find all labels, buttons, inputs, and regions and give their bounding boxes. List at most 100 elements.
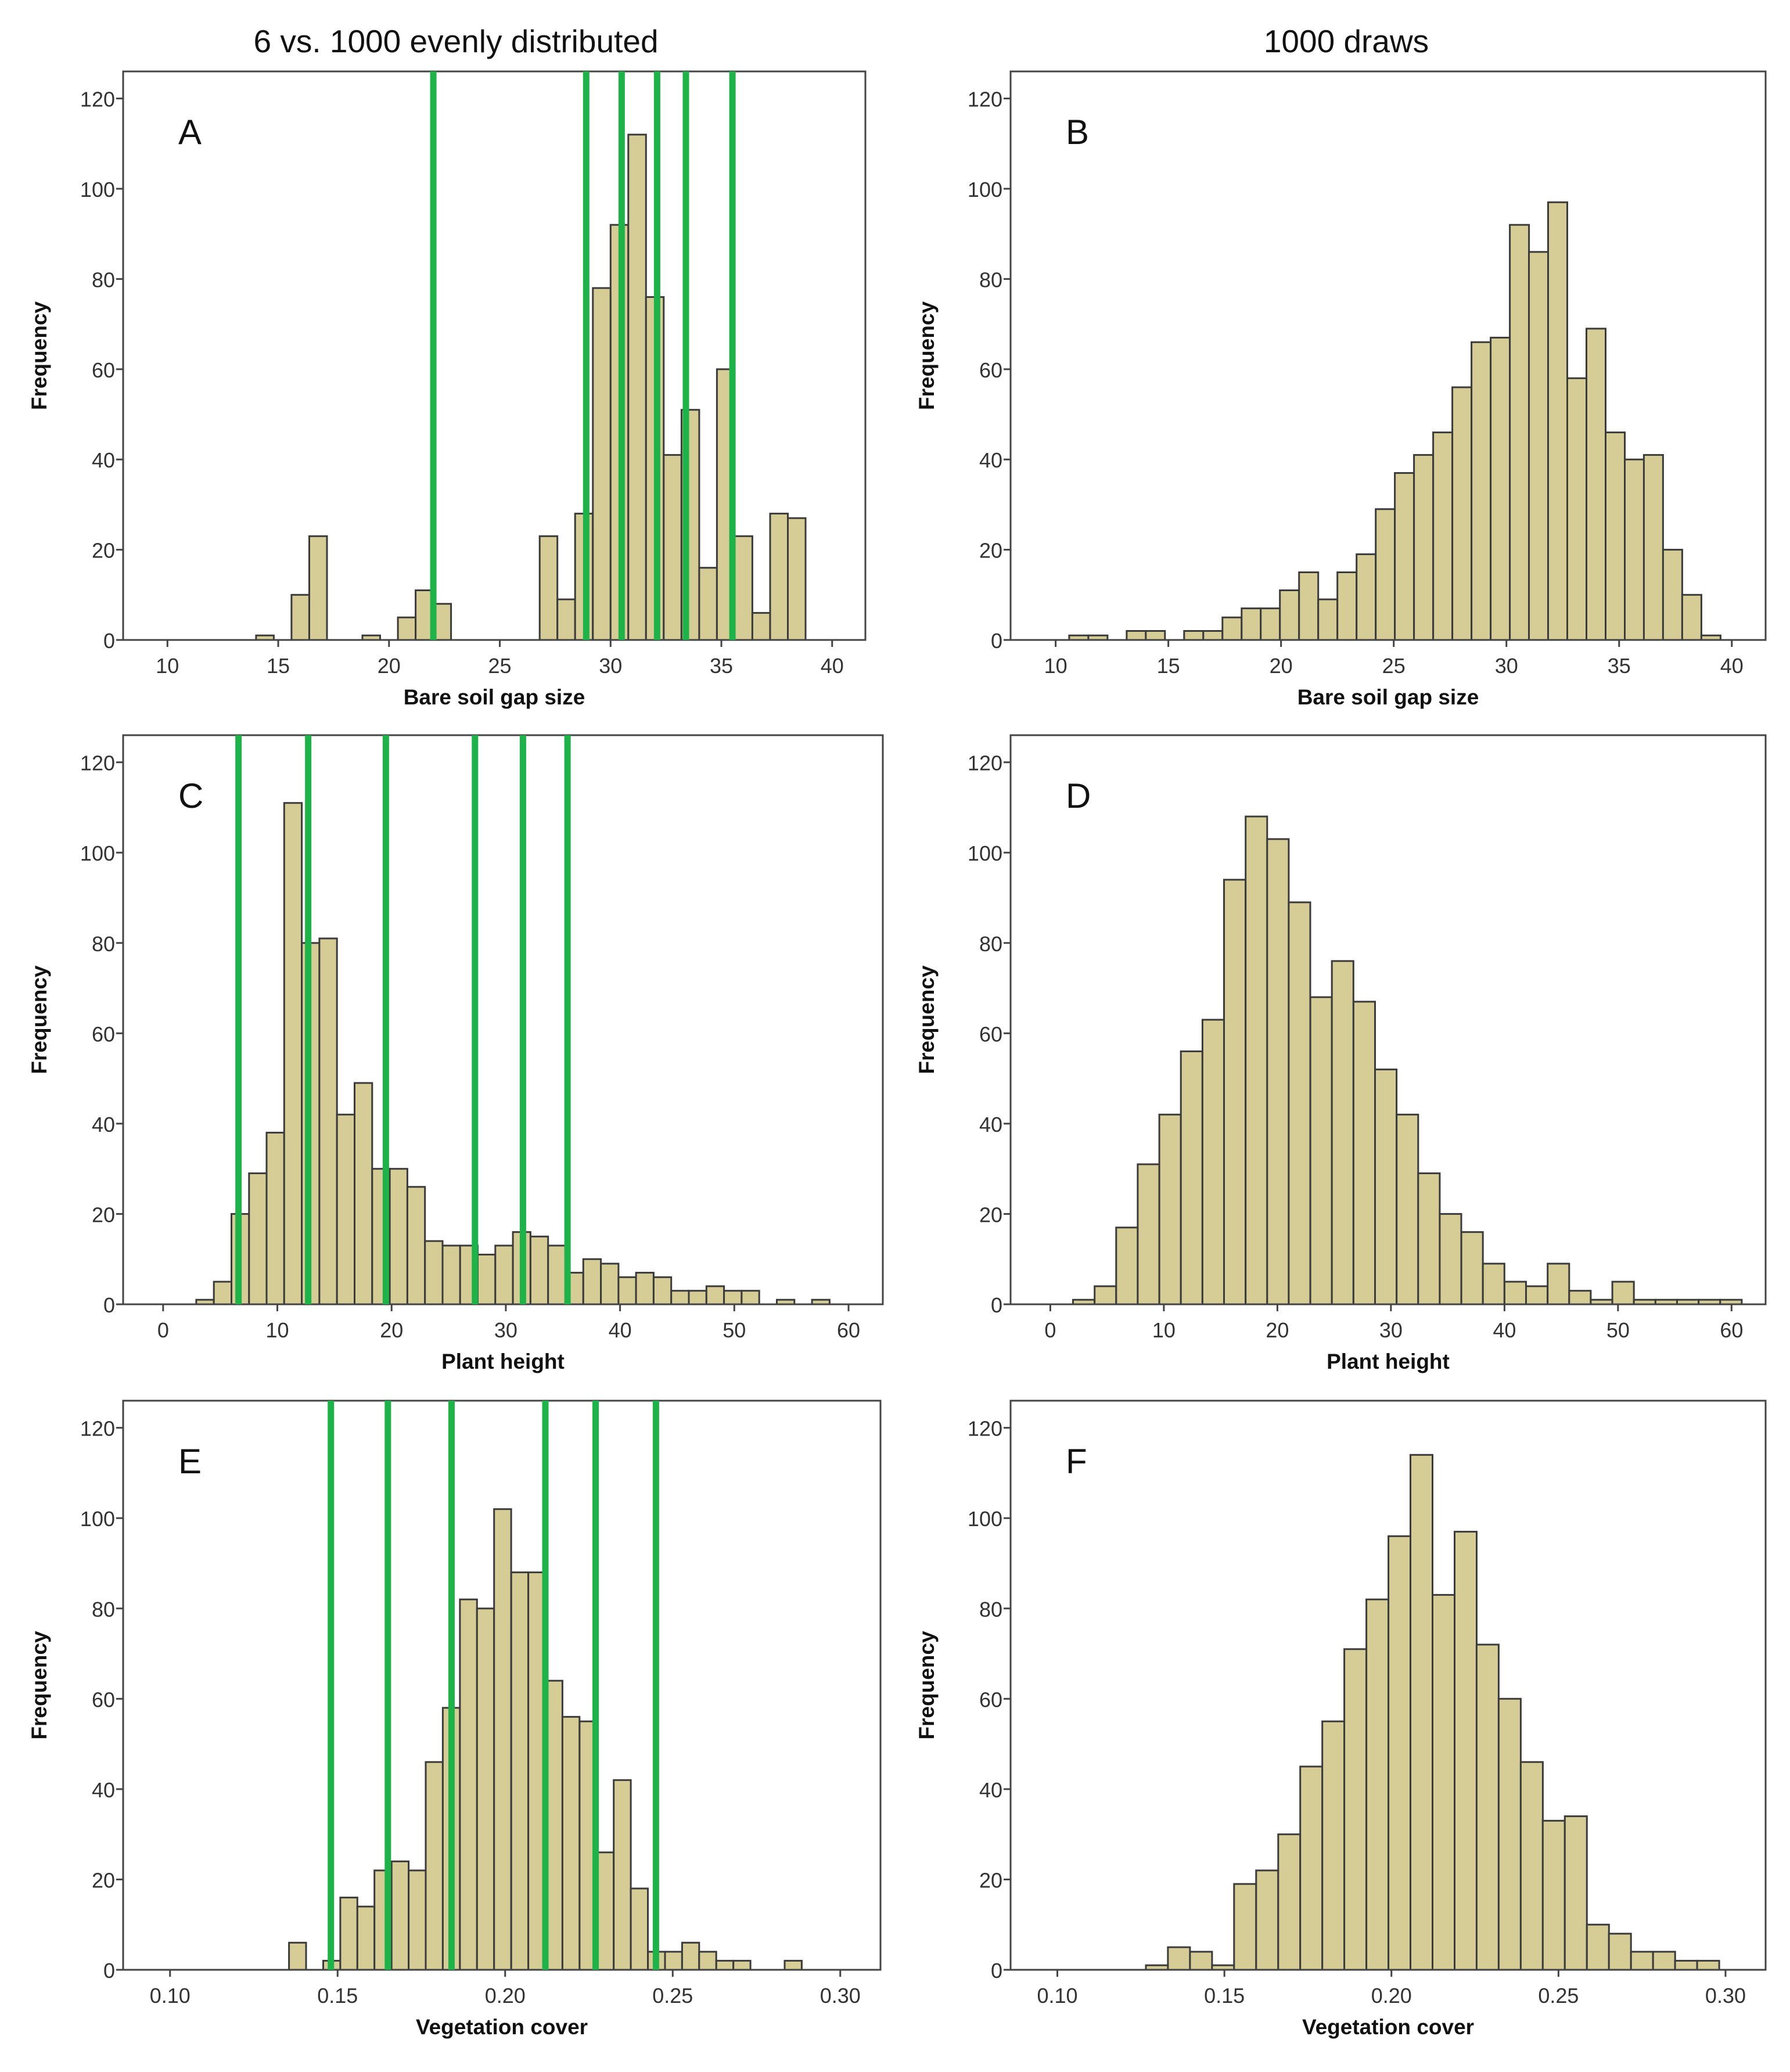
histogram-bar <box>1497 1697 1522 1971</box>
histogram-bar <box>1233 1883 1257 1971</box>
histogram-bar <box>1167 1946 1191 1971</box>
x-tick-label: 15 <box>1157 654 1180 678</box>
x-tick-label: 0.30 <box>1705 1984 1746 2008</box>
histogram-bar <box>1503 1280 1527 1305</box>
histogram-bar <box>356 1905 376 1971</box>
histogram-bar <box>1586 1923 1610 1971</box>
histogram-bar <box>1321 1720 1346 1971</box>
y-tick-label: 100 <box>80 841 115 865</box>
histogram-bar <box>1563 1815 1588 1971</box>
histogram-bar <box>1509 224 1530 641</box>
histogram-bar <box>1662 549 1683 641</box>
y-tick-label: 100 <box>968 841 1002 865</box>
x-tick-label: 50 <box>723 1318 746 1342</box>
histogram-bar <box>1525 1285 1549 1305</box>
histogram-bar <box>681 1941 700 1971</box>
histogram-bar <box>1432 431 1454 641</box>
plot-frame <box>122 70 867 641</box>
histogram-bar <box>769 512 789 641</box>
histogram-bar <box>1490 336 1511 641</box>
y-tick-label: 60 <box>92 1688 115 1711</box>
y-tick-label: 20 <box>979 539 1002 563</box>
histogram-bar <box>783 1959 803 1971</box>
histogram-panel-e: 0 20 40 60 80 100 120 0.10 0.15 0.20 0.25 0.30 E Vege… <box>27 1400 882 2039</box>
histogram-bar <box>1652 1951 1676 1971</box>
panel-label: B <box>1066 113 1089 152</box>
y-tick-label: 20 <box>979 1868 1002 1892</box>
histogram-bar <box>652 1276 673 1305</box>
y-tick-label: 100 <box>968 1507 1002 1531</box>
histogram-bar <box>617 1276 637 1305</box>
histogram-bar <box>476 1607 495 1971</box>
histogram-bar <box>213 1280 233 1305</box>
histogram-bar <box>1352 1001 1376 1305</box>
histogram-bar <box>1568 1290 1592 1305</box>
histogram-bar <box>1417 1172 1441 1305</box>
y-tick-label: 20 <box>92 1868 115 1892</box>
histogram-bar <box>1158 1113 1182 1305</box>
histogram-bar <box>1608 1933 1632 1971</box>
plot-frame <box>122 734 884 1305</box>
y-tick-label: 60 <box>92 358 115 382</box>
histogram-bar <box>1388 1535 1412 1971</box>
x-tick-label: 0.15 <box>1204 1984 1245 2008</box>
histogram-bar <box>1266 838 1290 1305</box>
histogram-bar <box>1642 454 1664 641</box>
histogram-bar <box>1460 1231 1484 1305</box>
histogram-bar <box>406 1186 426 1305</box>
histogram-bar <box>1528 251 1549 641</box>
y-tick-label: 100 <box>80 1507 115 1531</box>
y-tick-label: 20 <box>92 539 115 563</box>
histogram-bar <box>613 1779 632 1971</box>
histogram-bar <box>354 1082 373 1305</box>
histogram-bar <box>424 1240 444 1305</box>
histogram-bar <box>1245 815 1268 1305</box>
x-tick-label: 20 <box>380 1318 403 1342</box>
y-tick-label: 40 <box>92 1113 115 1136</box>
y-tick-label: 120 <box>80 88 115 111</box>
histogram-bar <box>459 1598 478 1971</box>
histogram-bar <box>734 535 753 641</box>
x-tick-label: 25 <box>1382 654 1406 678</box>
histogram-bar <box>547 1244 567 1305</box>
histogram-bar <box>1336 571 1358 641</box>
x-axis-label: Plant height <box>441 1350 565 1373</box>
y-tick-label: 40 <box>979 1113 1002 1136</box>
histogram-bar <box>1094 1285 1117 1305</box>
y-tick-label: 0 <box>103 629 115 653</box>
x-tick-label: 40 <box>821 654 844 678</box>
histogram-bar <box>1630 1951 1654 1971</box>
histogram-bar <box>1183 630 1205 641</box>
y-tick-label: 120 <box>968 751 1002 775</box>
histogram-bar <box>425 1761 444 1971</box>
column-title-right: 1000 draws <box>1264 23 1429 59</box>
histogram-bar <box>389 1168 408 1305</box>
histogram-bar <box>1279 589 1300 641</box>
y-tick-label: 20 <box>92 1203 115 1226</box>
x-axis-label: Plant height <box>1327 1350 1450 1373</box>
x-tick-label: 0.25 <box>652 1984 693 2008</box>
histogram-bar <box>751 611 771 641</box>
histogram-bar <box>1145 630 1166 641</box>
histogram-bar <box>408 1869 427 1971</box>
x-tick-label: 0 <box>157 1318 169 1342</box>
x-tick-label: 35 <box>710 654 733 678</box>
histogram-bar <box>1374 1069 1398 1305</box>
x-tick-label: 60 <box>837 1318 860 1342</box>
histogram-bar <box>510 1571 530 1971</box>
x-axis-label: Vegetation cover <box>416 2015 588 2039</box>
histogram-bar <box>663 454 682 641</box>
histogram-bar <box>1696 1959 1720 1971</box>
panel-label: F <box>1066 1442 1087 1481</box>
y-tick-label: 80 <box>979 932 1002 956</box>
y-tick-label: 0 <box>103 1293 115 1317</box>
y-tick-label: 60 <box>92 1022 115 1046</box>
y-tick-label: 100 <box>80 178 115 202</box>
histogram-bar <box>1202 630 1224 641</box>
histogram-bar <box>441 1244 461 1305</box>
x-tick-label: 10 <box>1152 1318 1176 1342</box>
x-tick-label: 40 <box>1720 654 1744 678</box>
histogram-bar <box>1566 377 1587 641</box>
x-tick-label: 0.20 <box>485 1984 526 2008</box>
